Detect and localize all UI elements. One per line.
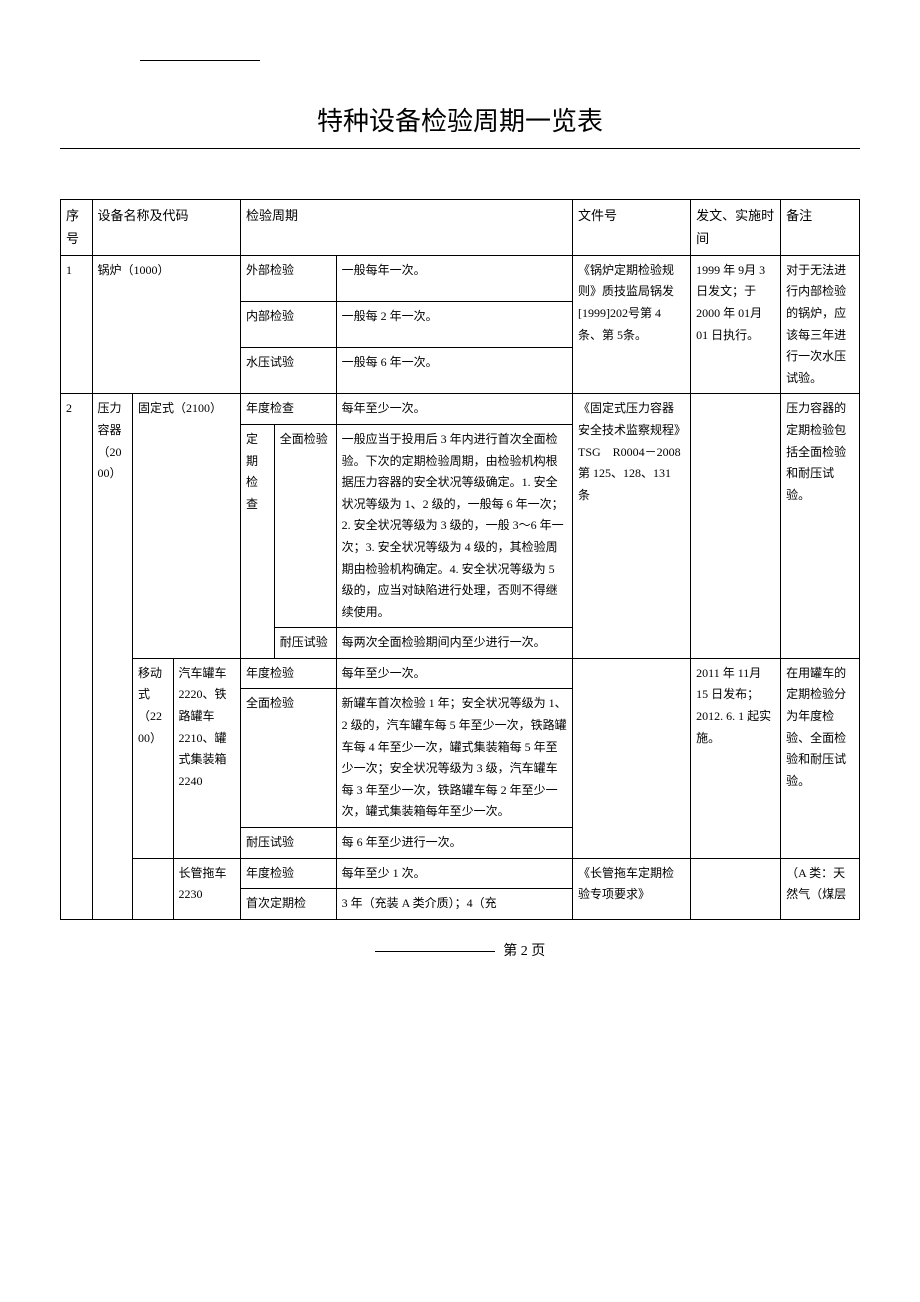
cell-period-val: 每年至少 1 次。 xyxy=(336,858,572,889)
header-note: 备注 xyxy=(781,200,860,256)
equipment-table: 序号 设备名称及代码 检验周期 文件号 发文、实施时间 备注 1 锅炉（1000… xyxy=(60,199,860,920)
cell-period-label: 全面检验 xyxy=(274,424,336,627)
cell-note: 压力容器的定期检验包括全面检验和耐压试验。 xyxy=(781,394,860,659)
cell-seq: 2 xyxy=(61,394,93,919)
cell-name: 压力容器（2000） xyxy=(92,394,133,919)
cell-name: 长管拖车 2230 xyxy=(173,858,241,919)
header-name: 设备名称及代码 xyxy=(92,200,241,256)
cell-period-val: 一般每 2 年一次。 xyxy=(336,301,572,347)
cell-date: 1999 年 9月 3 日发文；于 2000 年 01月 01 日执行。 xyxy=(691,255,781,394)
cell-seq: 1 xyxy=(61,255,93,394)
cell-period-label: 定期检查 xyxy=(241,424,275,658)
table-row: 2 压力容器（2000） 固定式（2100） 年度检查 每年至少一次。 《固定式… xyxy=(61,394,860,425)
cell-period-val: 每年至少一次。 xyxy=(336,394,572,425)
cell-period-label: 水压试验 xyxy=(241,348,337,394)
cell-period-label: 年度检查 xyxy=(241,394,337,425)
cell-date xyxy=(691,858,781,919)
page-number: 第 2 页 xyxy=(503,944,545,959)
table-row: 长管拖车 2230 年度检验 每年至少 1 次。 《长管拖车定期检验专项要求》 … xyxy=(61,858,860,889)
cell-note: 对于无法进行内部检验的锅炉，应该每三年进行一次水压试验。 xyxy=(781,255,860,394)
table-row: 移动式（2200） 汽车罐车 2220、铁路罐车 2210、罐式集装箱 2240… xyxy=(61,658,860,689)
cell-period-label: 内部检验 xyxy=(241,301,337,347)
cell-period-val: 每 6 年至少进行一次。 xyxy=(336,828,572,859)
cell-period-label: 全面检验 xyxy=(241,689,337,828)
cell-doc: 《长管拖车定期检验专项要求》 xyxy=(573,858,691,919)
cell-date xyxy=(691,394,781,659)
cell-period-label: 首次定期检 xyxy=(241,889,337,920)
top-divider xyxy=(140,60,260,61)
title-underline xyxy=(60,148,860,149)
cell-doc xyxy=(573,658,691,858)
cell-period-val: 每年至少一次。 xyxy=(336,658,572,689)
cell-period-val: 一般每年一次。 xyxy=(336,255,572,301)
cell-period-val: 3 年（充装 A 类介质）；4（充 xyxy=(336,889,572,920)
header-period: 检验周期 xyxy=(241,200,573,256)
cell-period-label: 年度检验 xyxy=(241,658,337,689)
footer-line xyxy=(375,951,495,952)
cell-name: 锅炉（1000） xyxy=(92,255,241,394)
header-seq: 序号 xyxy=(61,200,93,256)
cell-date: 2011 年 11月 15 日发布；2012. 6. 1 起实施。 xyxy=(691,658,781,858)
cell-period-label: 外部检验 xyxy=(241,255,337,301)
page-footer: 第 2 页 xyxy=(60,940,860,960)
cell-period-val: 一般每 6 年一次。 xyxy=(336,348,572,394)
cell-period-val: 一般应当于投用后 3 年内进行首次全面检验。下次的定期检验周期，由检验机构根据压… xyxy=(336,424,572,627)
cell-name: 固定式（2100） xyxy=(133,394,241,659)
cell-period-label: 年度检验 xyxy=(241,858,337,889)
cell-note: （A 类：天然气（煤层 xyxy=(781,858,860,919)
header-date: 发文、实施时间 xyxy=(691,200,781,256)
cell-note: 在用罐车的定期检验分为年度检验、全面检验和耐压试验。 xyxy=(781,658,860,858)
cell-name: 汽车罐车 2220、铁路罐车 2210、罐式集装箱 2240 xyxy=(173,658,241,858)
cell-name xyxy=(133,858,174,919)
cell-period-val: 新罐车首次检验 1 年；安全状况等级为 1、2 级的，汽车罐车每 5 年至少一次… xyxy=(336,689,572,828)
table-row: 1 锅炉（1000） 外部检验 一般每年一次。 《锅炉定期检验规则》质技监局锅发… xyxy=(61,255,860,301)
page-title: 特种设备检验周期一览表 xyxy=(60,101,860,138)
header-row: 序号 设备名称及代码 检验周期 文件号 发文、实施时间 备注 xyxy=(61,200,860,256)
cell-period-val: 每两次全面检验期间内至少进行一次。 xyxy=(336,628,572,659)
cell-doc: 《固定式压力容器安全技术监察规程》TSG R0004－2008 第 125、12… xyxy=(573,394,691,659)
cell-period-label: 耐压试验 xyxy=(274,628,336,659)
cell-name: 移动式（2200） xyxy=(133,658,174,858)
cell-period-label: 耐压试验 xyxy=(241,828,337,859)
cell-doc: 《锅炉定期检验规则》质技监局锅发[1999]202号第 4 条、第 5条。 xyxy=(573,255,691,394)
header-doc: 文件号 xyxy=(573,200,691,256)
